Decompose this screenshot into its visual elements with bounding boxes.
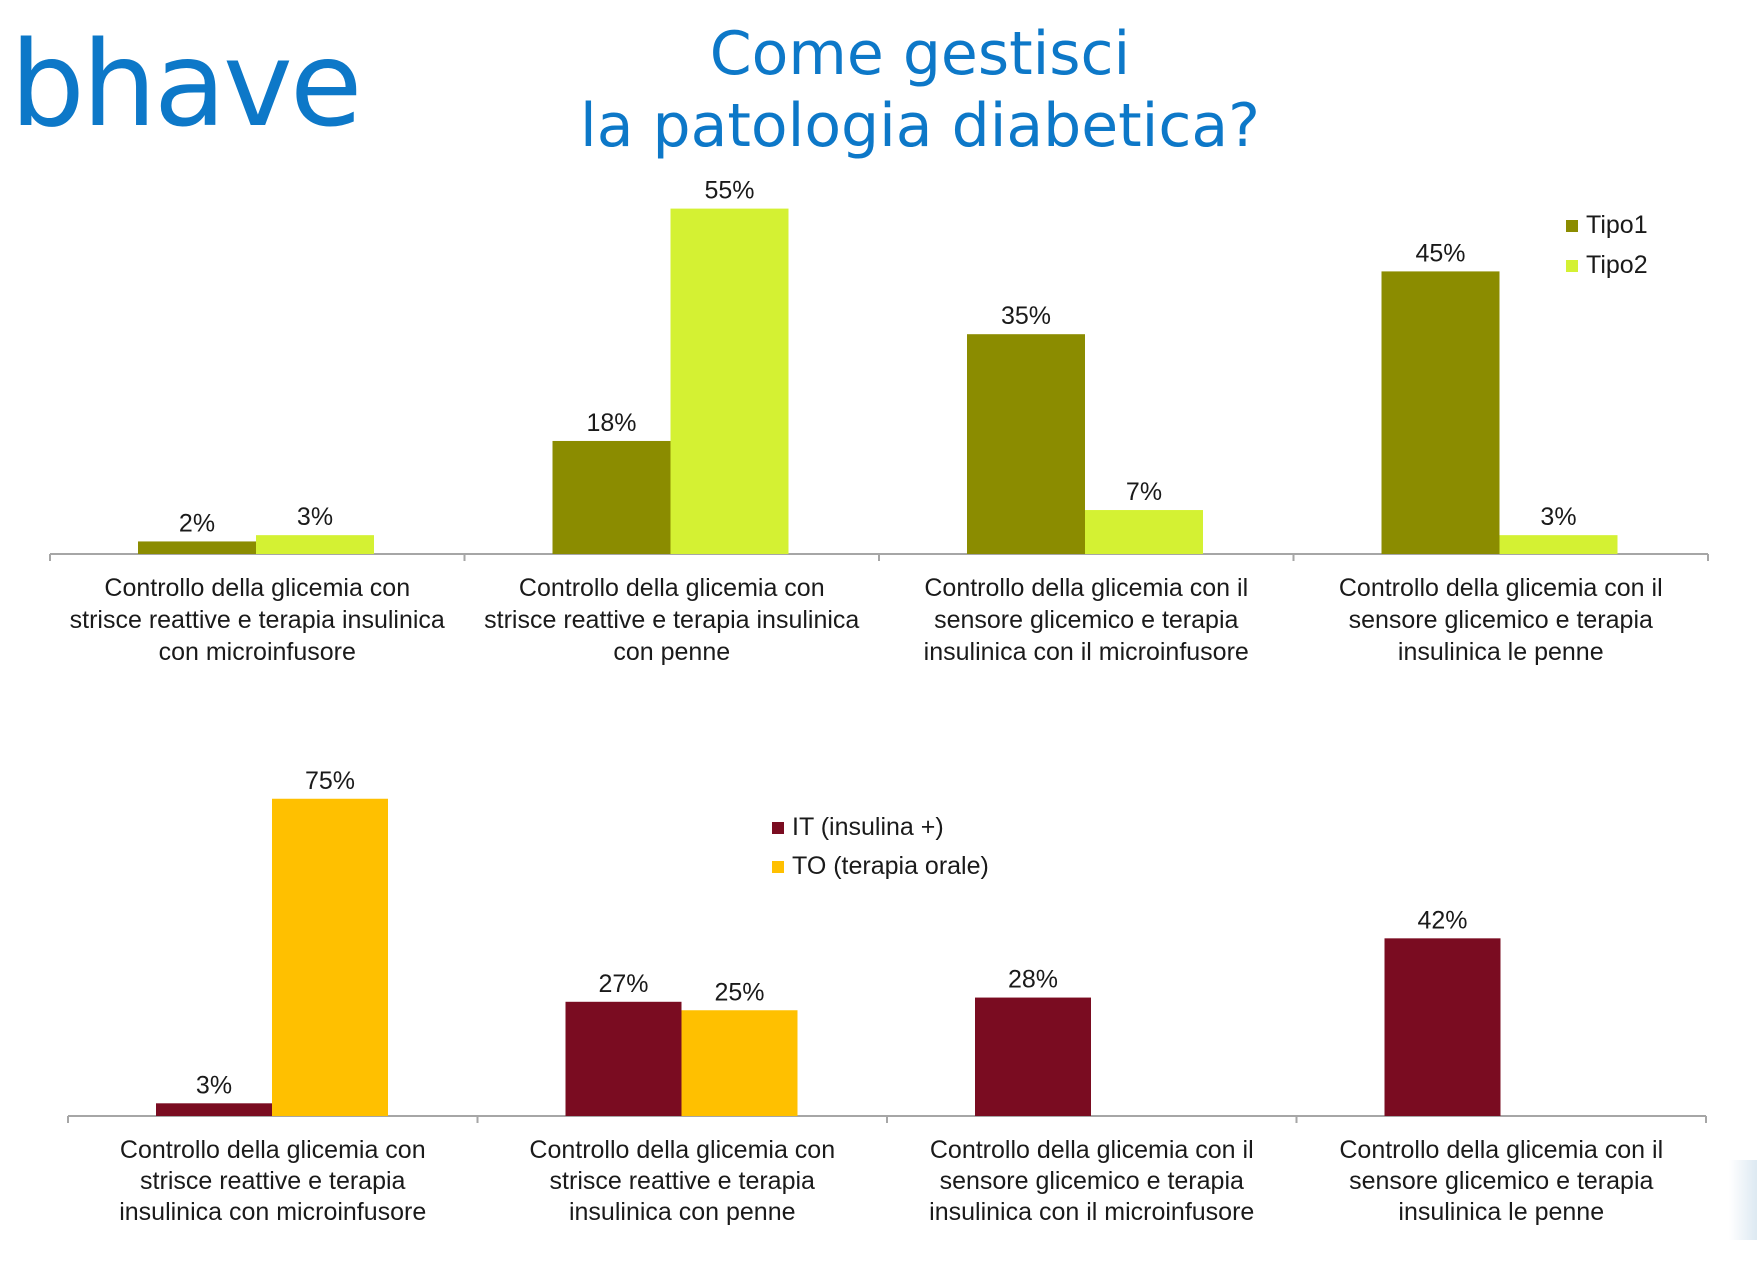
chart2-category-label: insulinica le penne xyxy=(1398,1198,1604,1226)
chart2-legend-label: IT (insulina +) xyxy=(792,813,944,841)
chart2-category-label: Controllo della glicemia con il xyxy=(930,1136,1254,1164)
chart1-category-label: Controllo della glicemia con xyxy=(519,574,825,602)
chart2-category-label: insulinica con il microinfusore xyxy=(929,1198,1254,1226)
chart2-data-label: 25% xyxy=(714,978,764,1006)
chart2-bar-to xyxy=(681,1010,798,1116)
chart2-category-label: strisce reattive e terapia xyxy=(140,1167,405,1195)
chart1-bar-tipo2 xyxy=(1085,510,1203,554)
chart2-category-label: insulinica con penne xyxy=(569,1198,796,1226)
chart2-data-label: 27% xyxy=(598,970,648,998)
logo-text: bhave xyxy=(10,30,359,150)
chart2-bar-it xyxy=(565,1001,682,1116)
chart1-category-label: Controllo della glicemia con il xyxy=(924,574,1248,602)
decorative-edge xyxy=(1729,1160,1757,1240)
chart2-bar-to xyxy=(272,798,388,1116)
bhave-logo-graphic: bhave xyxy=(10,15,362,153)
chart2-category-label: insulinica con microinfusore xyxy=(119,1198,426,1226)
chart1-legend-swatch xyxy=(1566,220,1578,232)
page-title-line-1: Come gestisci xyxy=(709,19,1131,89)
chart1-data-label: 3% xyxy=(1540,503,1576,531)
chart1-category-label: Controllo della glicemia con il xyxy=(1339,574,1663,602)
page-title: Come gestisci la patologia diabetica? xyxy=(470,18,1370,162)
chart2-category-label: sensore glicemico e terapia xyxy=(1349,1167,1653,1195)
chart1-category-label: strisce reattive e terapia insulinica xyxy=(70,606,445,634)
page-title-line-2: la patologia diabetica? xyxy=(580,91,1260,161)
chart1-data-label: 55% xyxy=(704,177,754,205)
chart2-category-label: sensore glicemico e terapia xyxy=(940,1167,1244,1195)
chart2-bar-it xyxy=(156,1103,272,1116)
chart1-data-label: 2% xyxy=(179,509,215,537)
chart1-bar-tipo1 xyxy=(967,334,1085,554)
chart1-data-label: 35% xyxy=(1001,302,1051,330)
chart1-bar-tipo1 xyxy=(552,440,671,554)
chart1-data-label: 7% xyxy=(1126,478,1162,506)
chart1-bar-tipo1 xyxy=(138,541,256,554)
chart2-data-label: 42% xyxy=(1417,906,1467,934)
chart2-data-label: 28% xyxy=(1008,966,1058,994)
chart1-bar-tipo2 xyxy=(670,208,789,554)
chart1-legend-label: Tipo2 xyxy=(1586,251,1648,279)
chart1-legend-swatch xyxy=(1566,260,1578,272)
chart2-data-label: 3% xyxy=(196,1071,232,1099)
chart1-bar-tipo1 xyxy=(1381,271,1500,554)
chart2-legend-swatch xyxy=(772,861,784,873)
chart2-legend-swatch xyxy=(772,822,784,834)
chart1-category-label: insulinica con il microinfusore xyxy=(924,638,1249,666)
chart1-category-label: con microinfusore xyxy=(159,638,356,666)
chart1-bar-tipo2 xyxy=(1499,535,1618,554)
chart1-category-label: strisce reattive e terapia insulinica xyxy=(484,606,859,634)
chart1-category-label: insulinica le penne xyxy=(1398,638,1604,666)
chart1-category-label: Controllo della glicemia con xyxy=(104,574,410,602)
chart1-category-label: con penne xyxy=(613,638,730,666)
chart1-data-label: 3% xyxy=(297,503,333,531)
chart2-legend-label: TO (terapia orale) xyxy=(792,852,989,880)
chart2-bar-it xyxy=(975,997,1091,1116)
chart2-category-label: Controllo della glicemia con xyxy=(529,1136,835,1164)
chart1-data-label: 18% xyxy=(586,409,636,437)
chart1-bar-tipo2 xyxy=(256,535,374,554)
chart2-bar-it xyxy=(1384,938,1501,1116)
bhave-logo: bhave xyxy=(10,15,370,153)
chart2-category-label: strisce reattive e terapia xyxy=(550,1167,815,1195)
chart2-category-label: Controllo della glicemia con il xyxy=(1339,1136,1663,1164)
chart1-legend-label: Tipo1 xyxy=(1586,211,1648,239)
chart1-data-label: 45% xyxy=(1415,239,1465,267)
chart2-data-label: 75% xyxy=(305,767,355,795)
chart2-category-label: Controllo della glicemia con xyxy=(120,1136,426,1164)
chart1-category-label: sensore glicemico e terapia xyxy=(1349,606,1653,634)
chart1-category-label: sensore glicemico e terapia xyxy=(934,606,1238,634)
